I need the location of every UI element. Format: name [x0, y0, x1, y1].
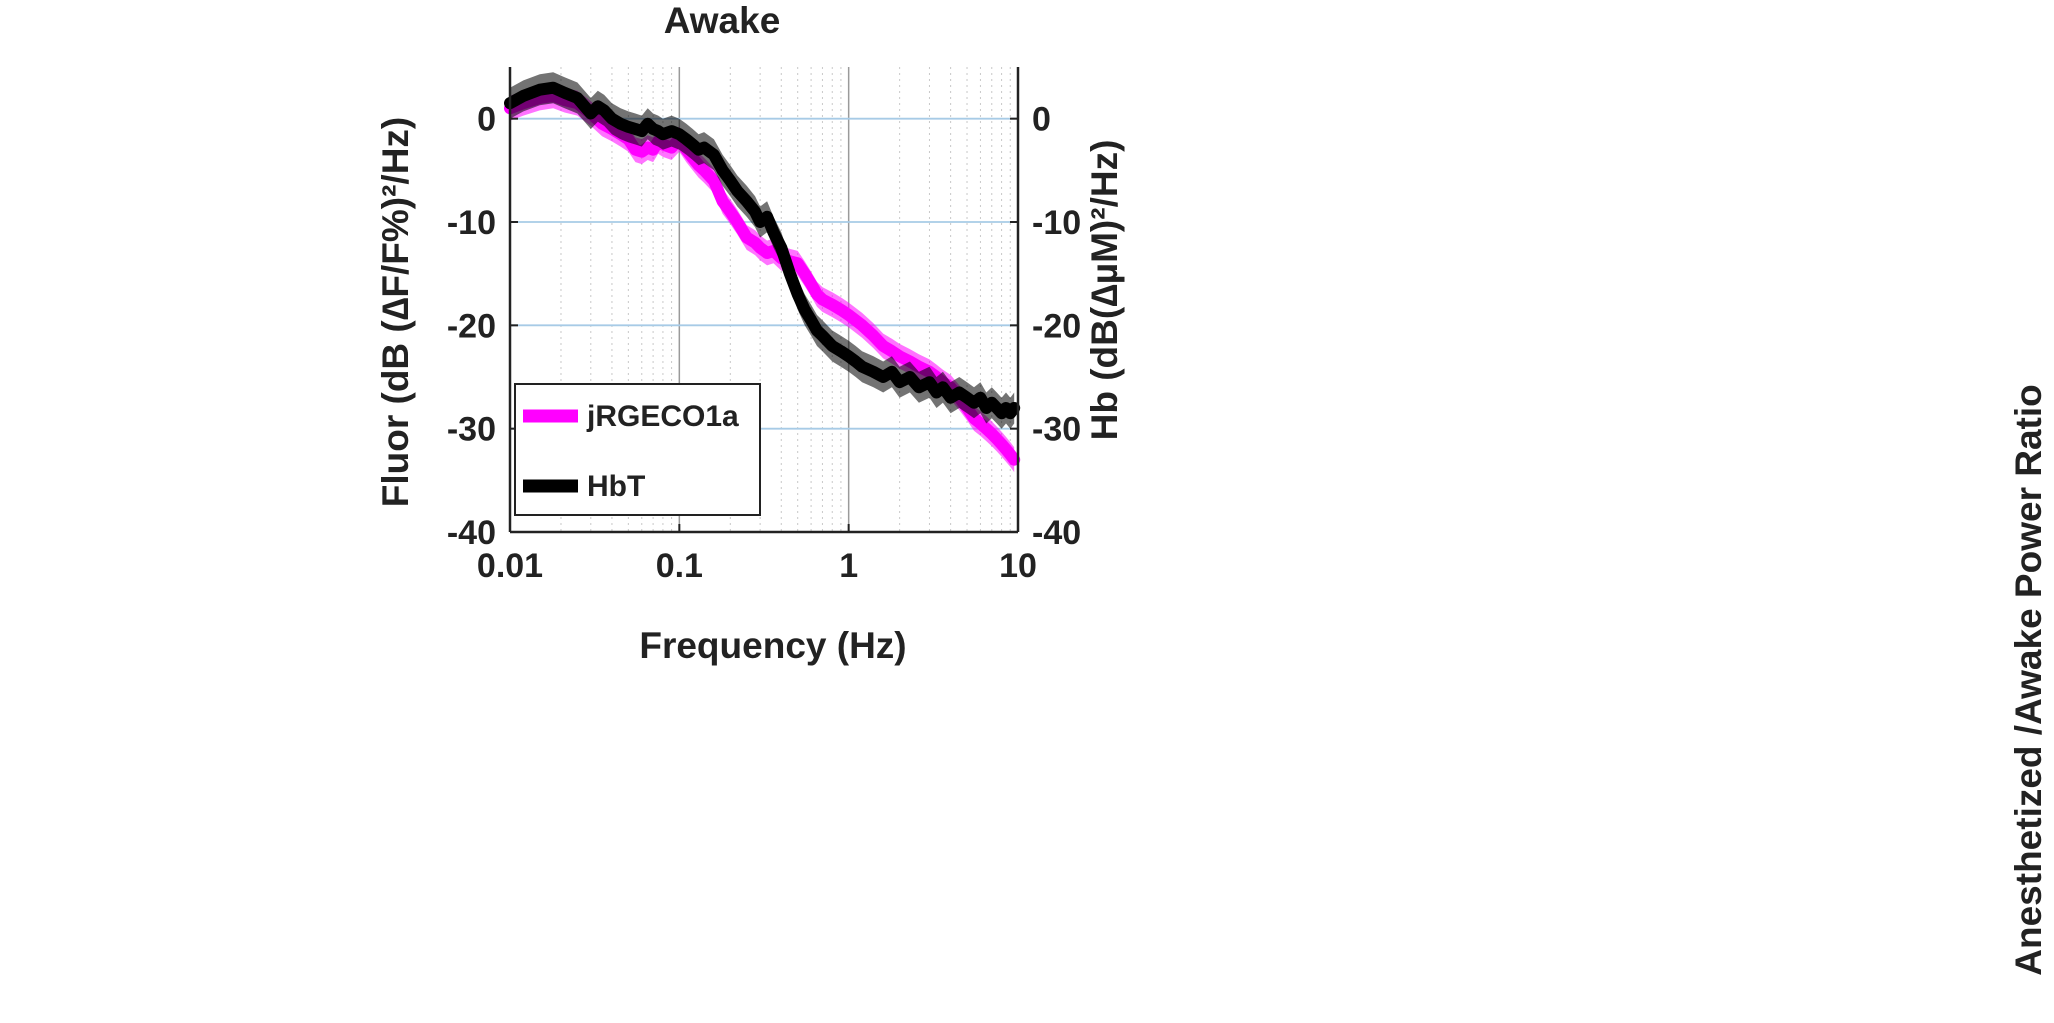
y-tick-label: -30 — [447, 411, 496, 449]
y-tick-labels: -40 -30 -20 -10 0 — [447, 101, 496, 552]
legend: jRGECO1a HbT — [514, 383, 761, 516]
series-layer — [504, 72, 1021, 473]
x-tick-label: 1 — [839, 547, 858, 585]
y-tick-label-right: -10 — [1032, 204, 1081, 242]
y-tick-label-right: -20 — [1032, 307, 1081, 345]
legend-box — [514, 383, 761, 516]
x-tick-labels: 0.01 0.1 1 10 — [477, 547, 1037, 585]
legend-label-hbt: HbT — [587, 470, 645, 503]
x-tick-label: 0.01 — [477, 547, 543, 585]
y-tick-label: -40 — [447, 514, 496, 552]
chart-title: Awake — [664, 0, 781, 41]
y-tick-label: -10 — [447, 204, 496, 242]
y-tick-label-right: 0 — [1032, 101, 1051, 139]
y-tick-label-right: -40 — [1032, 514, 1081, 552]
x-tick-label: 10 — [999, 547, 1037, 585]
y-axis-label-right: Hb (dB(∆µM)²/Hz) — [1084, 140, 1125, 441]
y-tick-label-right: -30 — [1032, 411, 1081, 449]
series-line-hbt — [504, 81, 1021, 420]
x-tick-label: 0.1 — [656, 547, 703, 585]
axes-frame — [508, 67, 1020, 534]
legend-label-jrgeco1a: jRGECO1a — [586, 400, 739, 433]
y-tick-labels-right: -40 -30 -20 -10 0 — [1032, 101, 1081, 552]
y-axis-label: Fluor (dB (∆F/F%)²/Hz) — [375, 117, 416, 508]
x-axis-label: Frequency (Hz) — [639, 625, 906, 666]
side-panel-y-axis-label: Anesthetized /Awake Power Ratio — [2008, 384, 2049, 975]
y-tick-label: 0 — [477, 101, 496, 139]
y-tick-label: -20 — [447, 307, 496, 345]
